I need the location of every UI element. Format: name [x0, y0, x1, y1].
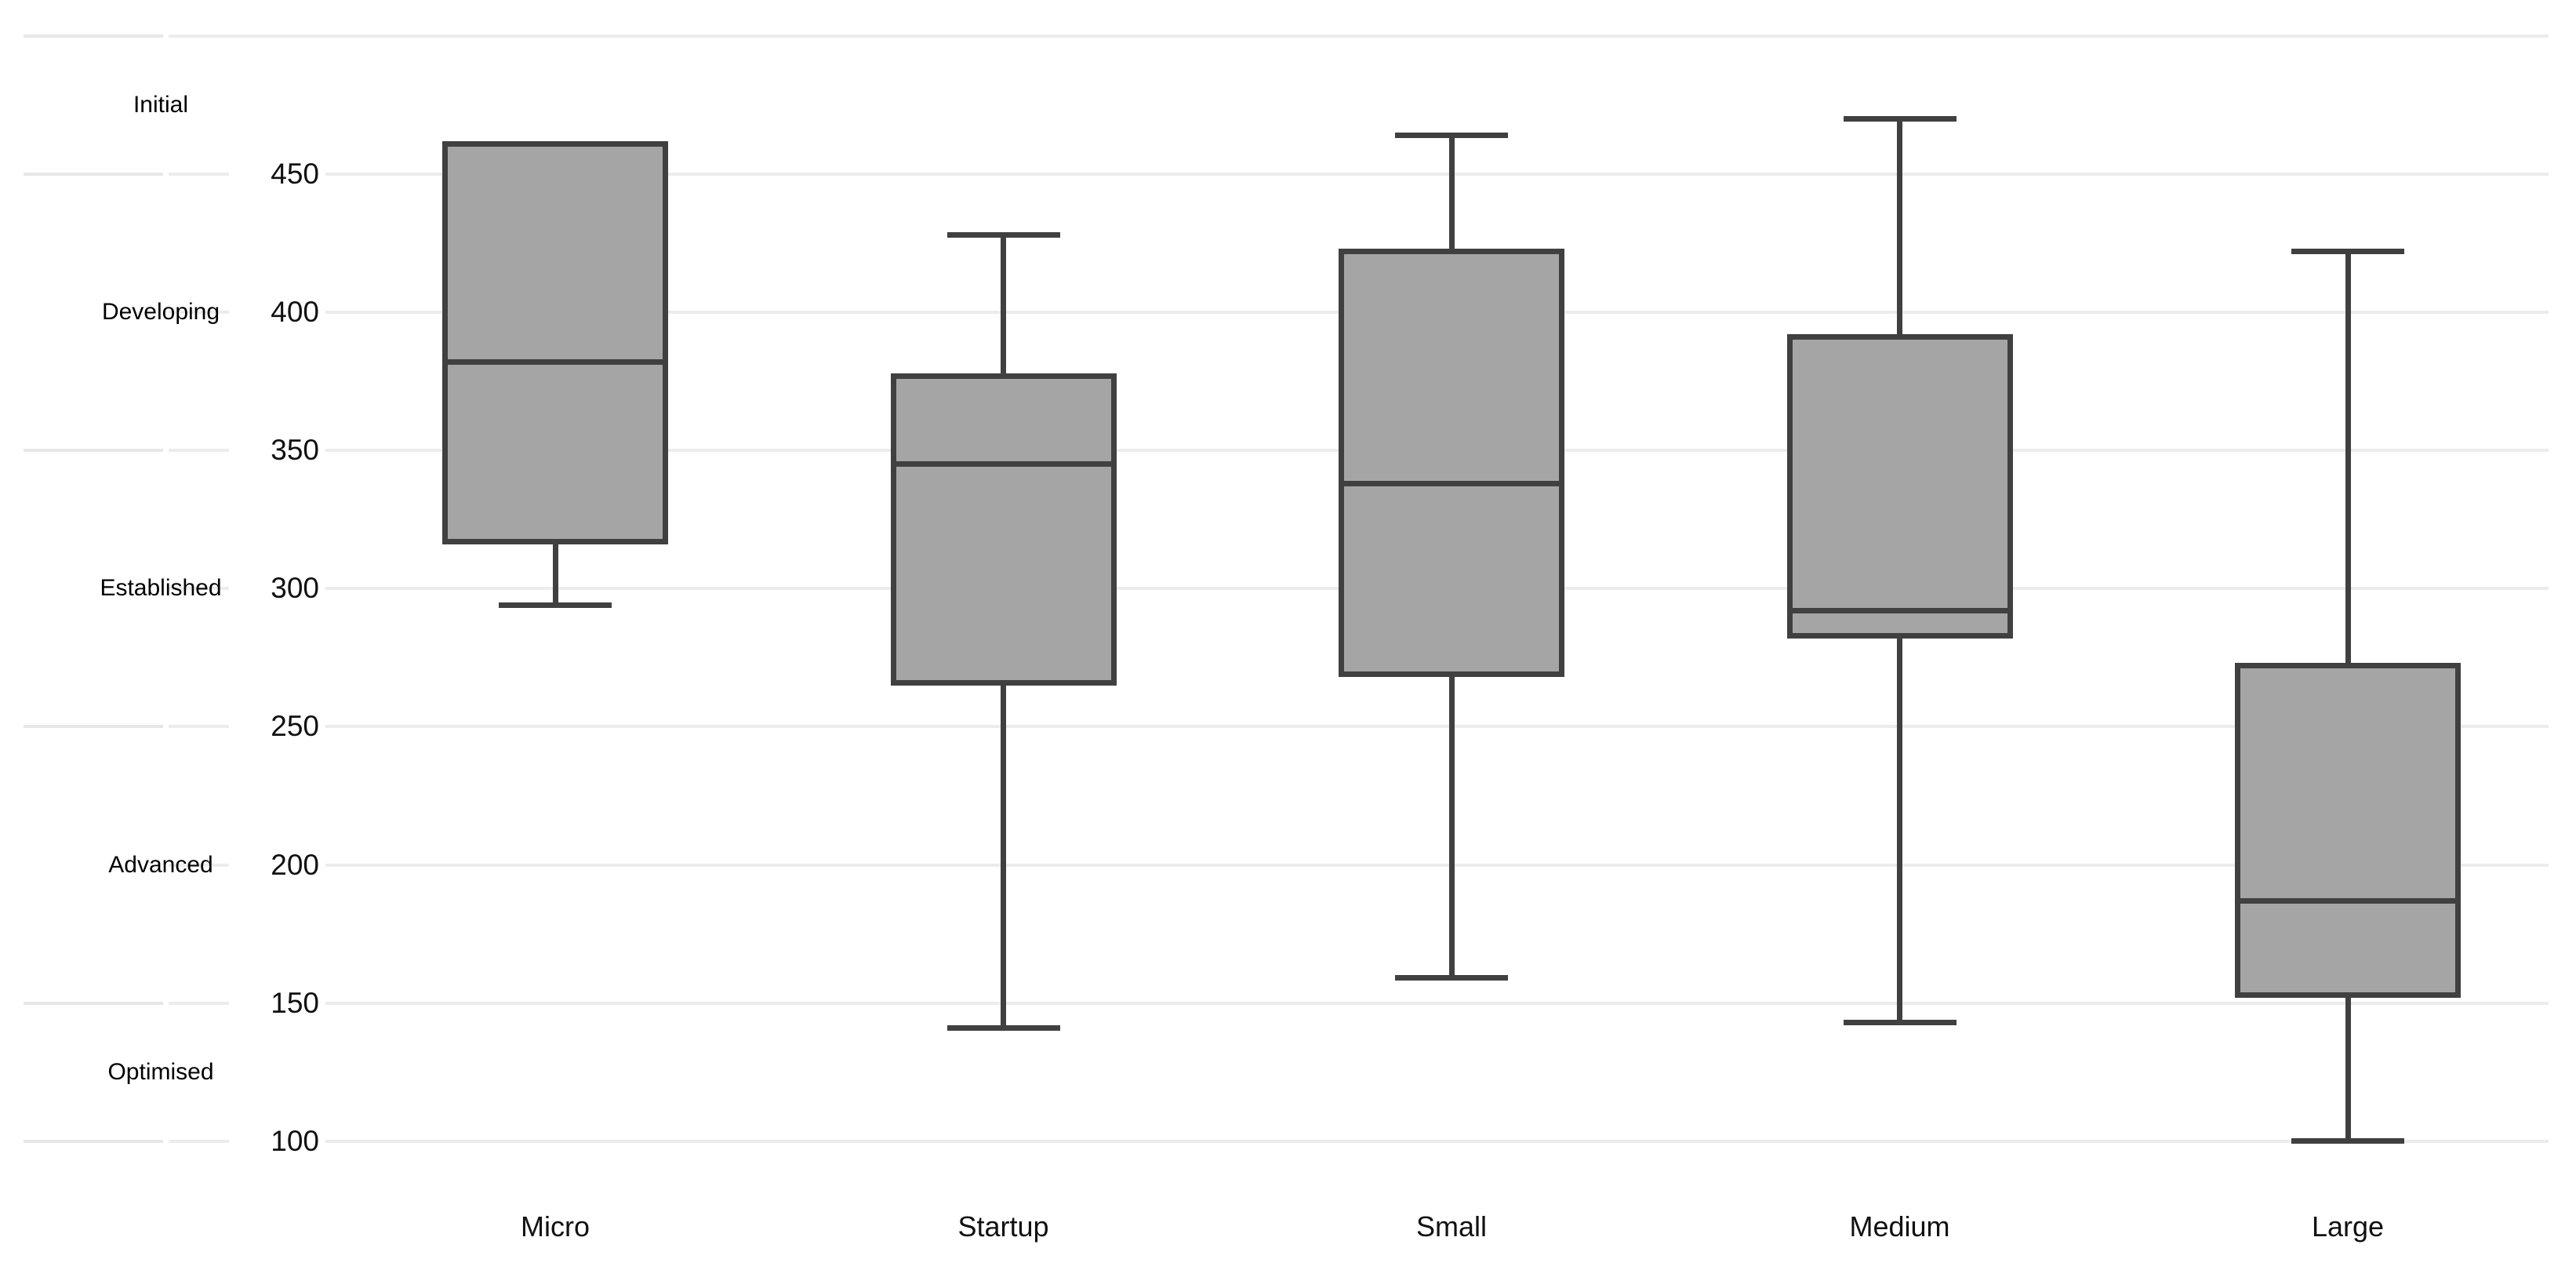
iqr-box	[2235, 663, 2461, 998]
upper-whisker-stem	[1448, 135, 1455, 249]
iqr-box	[1339, 249, 1564, 677]
y-axis-tick-label: 200	[229, 844, 325, 886]
upper-whisker-cap	[946, 231, 1060, 238]
maturity-band-label: Developing	[101, 299, 220, 326]
lower-whisker-cap	[499, 602, 612, 608]
y-axis-tick-label: 450	[229, 154, 325, 195]
maturity-band-boundary-tick	[24, 34, 163, 38]
maturity-band-boundary-tick	[24, 173, 163, 176]
upper-whisker-cap	[2291, 249, 2404, 255]
lower-whisker-stem	[1001, 685, 1006, 1028]
gridline	[169, 725, 2549, 729]
gridline	[169, 34, 2549, 38]
lower-whisker-cap	[1843, 1019, 1957, 1025]
iqr-box	[442, 140, 668, 544]
x-axis-label: Startup	[957, 1210, 1049, 1243]
lower-whisker-stem	[2345, 997, 2351, 1141]
x-axis-label: Large	[2311, 1210, 2385, 1243]
lower-whisker-stem	[552, 544, 558, 606]
maturity-band-boundary-tick	[24, 1139, 163, 1143]
lower-whisker-stem	[1448, 677, 1455, 978]
lower-whisker-cap	[2291, 1138, 2404, 1144]
lower-whisker-cap	[1395, 975, 1508, 981]
maturity-band-label: Initial	[133, 91, 189, 118]
median-line	[1786, 607, 2013, 613]
maturity-band-label: Established	[100, 575, 222, 602]
upper-whisker-stem	[1001, 235, 1006, 373]
lower-whisker-cap	[946, 1024, 1060, 1031]
y-axis-tick-label: 350	[229, 430, 325, 471]
upper-whisker-cap	[1395, 133, 1508, 139]
upper-whisker-cap	[1843, 116, 1957, 122]
y-axis-tick-label: 300	[229, 568, 325, 610]
x-axis-label: Medium	[1849, 1210, 1950, 1243]
upper-whisker-stem	[2345, 251, 2351, 664]
median-line	[890, 461, 1117, 468]
x-axis-label: Micro	[521, 1210, 590, 1243]
upper-whisker-stem	[1897, 118, 1902, 335]
iqr-box	[1786, 334, 2013, 639]
gridline	[169, 1001, 2549, 1005]
iqr-box	[890, 373, 1117, 686]
gridline	[169, 863, 2549, 867]
x-axis-label: Small	[1415, 1210, 1488, 1243]
lower-whisker-stem	[1897, 638, 1902, 1023]
maturity-band-label: Advanced	[108, 851, 213, 878]
gridline	[169, 173, 2549, 176]
y-axis-tick-label: 400	[229, 292, 325, 333]
maturity-band-boundary-tick	[24, 1001, 163, 1005]
gridline	[169, 1139, 2549, 1143]
y-axis-tick-label: 250	[229, 706, 325, 748]
median-line	[2235, 897, 2461, 904]
median-line	[442, 358, 668, 365]
maturity-band-label: Optimised	[107, 1058, 214, 1085]
maturity-band-boundary-tick	[24, 725, 163, 729]
y-axis-tick-label: 150	[229, 982, 325, 1024]
maturity-band-boundary-tick	[24, 449, 163, 453]
y-axis-tick-label: 100	[229, 1120, 325, 1162]
median-line	[1339, 480, 1564, 486]
